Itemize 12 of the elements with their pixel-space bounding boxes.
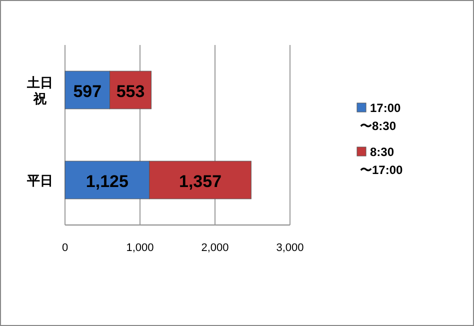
y-tick-label: 土日祝 bbox=[26, 75, 53, 106]
x-tick-label: 0 bbox=[62, 242, 68, 254]
x-tick-label: 2,000 bbox=[201, 242, 229, 254]
data-label: 1,125 bbox=[86, 172, 128, 191]
data-label: 1,357 bbox=[178, 172, 222, 191]
x-tick-label: 1,000 bbox=[126, 242, 154, 254]
legend-label: 8:30 〜17:00 bbox=[360, 145, 404, 177]
legend-label: 17:00 〜8:30 bbox=[360, 101, 402, 133]
data-label: 553 bbox=[116, 82, 145, 101]
y-tick-label: 平日 bbox=[26, 173, 53, 188]
x-tick-label: 3,000 bbox=[276, 242, 304, 254]
data-label: 597 bbox=[73, 82, 102, 101]
